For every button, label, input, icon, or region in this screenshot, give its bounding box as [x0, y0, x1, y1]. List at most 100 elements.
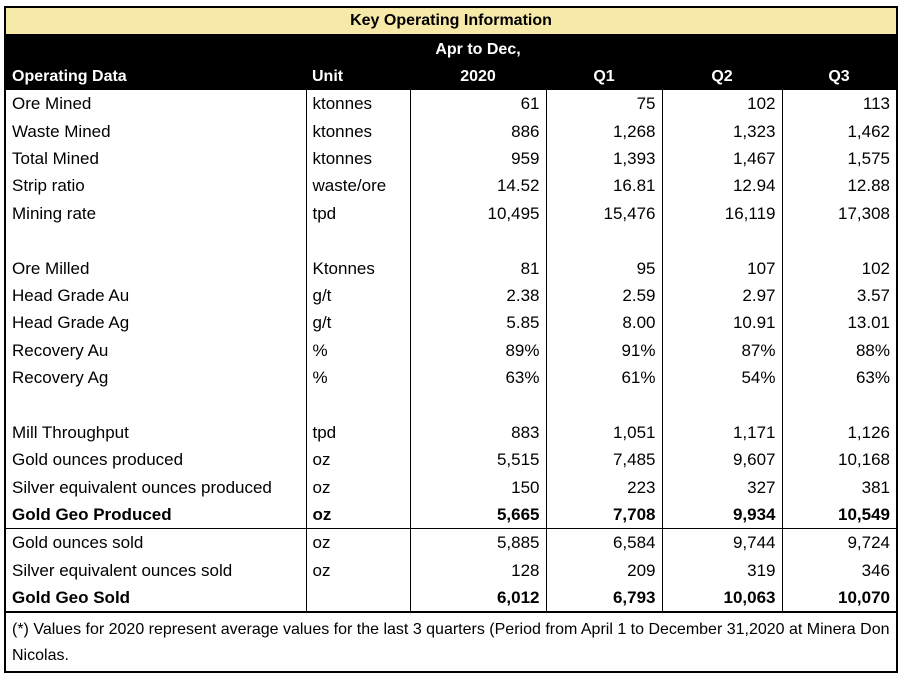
- row-label: [6, 227, 306, 254]
- row-unit: tpd: [305, 418, 410, 447]
- value-cell: [409, 226, 546, 255]
- value-cell: 1,171: [661, 418, 782, 447]
- table-row: Waste Mined ktonnes 886 1,268 1,323 1,462: [6, 117, 896, 145]
- table-row: Ore Mined ktonnes 61 75 102 113: [6, 90, 896, 118]
- row-unit: oz: [305, 446, 410, 474]
- value-cell: 381: [781, 473, 896, 501]
- value-cell: 1,126: [781, 418, 896, 447]
- table-header: Apr to Dec, Operating Data Unit 2020 Q1 …: [6, 36, 896, 90]
- table-row: [6, 226, 896, 255]
- value-cell: 2.59: [545, 281, 662, 310]
- value-cell: 1,467: [661, 144, 782, 173]
- row-unit: %: [305, 363, 410, 392]
- operating-table-panel: Key Operating Information Apr to Dec, Op…: [4, 6, 898, 673]
- value-cell: 886: [409, 117, 546, 145]
- header-operating-data: Operating Data: [6, 63, 306, 90]
- value-cell: 1,268: [545, 117, 662, 145]
- value-cell: 10.91: [661, 309, 782, 337]
- operating-data-table: Apr to Dec, Operating Data Unit 2020 Q1 …: [6, 36, 896, 614]
- header-cell: [546, 36, 662, 63]
- value-cell: 61%: [545, 363, 662, 392]
- value-cell: 150: [409, 473, 546, 501]
- row-label: Ore Milled: [12, 258, 90, 278]
- row-label: Mining rate: [12, 203, 97, 223]
- value-cell: 95: [545, 254, 662, 282]
- value-cell: 15,476: [545, 199, 662, 227]
- table-row: Head Grade Au g/t 2.38 2.59 2.97 3.57: [6, 281, 896, 310]
- row-unit: g/t: [305, 309, 410, 337]
- row-label: [6, 391, 306, 418]
- value-cell: 8.00: [545, 309, 662, 337]
- row-unit: oz: [305, 473, 410, 501]
- table-row: Ore Milled Ktonnes 81 95 107 102: [6, 254, 896, 282]
- value-cell: 91%: [545, 336, 662, 364]
- row-label: Recovery Au: [12, 340, 109, 360]
- value-cell: 9,724: [781, 528, 896, 557]
- table-row: Total Mined ktonnes 959 1,393 1,467 1,575: [6, 144, 896, 173]
- row-unit: g/t: [305, 281, 410, 310]
- value-cell: 63%: [409, 363, 546, 392]
- table-row: Gold ounces produced oz 5,515 7,485 9,607 10,…: [6, 446, 896, 474]
- table-title: Key Operating Information: [6, 8, 896, 36]
- value-cell: [545, 226, 662, 255]
- value-cell: 102: [781, 254, 896, 282]
- value-cell: 10,063: [661, 584, 782, 614]
- header-unit: Unit: [306, 63, 410, 90]
- value-cell: 9,607: [661, 446, 782, 474]
- header-2020: 2020: [410, 63, 546, 90]
- header-q2: Q2: [662, 63, 782, 90]
- value-cell: 1,323: [661, 117, 782, 145]
- value-cell: 10,549: [781, 500, 896, 530]
- row-label: Gold ounces sold: [12, 533, 144, 553]
- value-cell: 87%: [661, 336, 782, 364]
- table-row: Mining rate tpd 10,495 15,476 16,119 17,308: [6, 199, 896, 227]
- row-unit: [305, 391, 410, 419]
- value-cell: 107: [661, 254, 782, 282]
- header-cell: [782, 36, 896, 63]
- row-unit: [305, 584, 410, 614]
- row-label: Recovery Ag: [12, 368, 109, 388]
- table-row: Head Grade Ag g/t 5.85 8.00 10.91 13.01: [6, 309, 896, 337]
- value-cell: 63%: [781, 363, 896, 392]
- value-cell: 6,584: [545, 528, 662, 557]
- row-unit: oz: [305, 528, 410, 557]
- table-row: [6, 391, 896, 419]
- value-cell: [545, 391, 662, 419]
- row-unit: Ktonnes: [305, 254, 410, 282]
- value-cell: 16.81: [545, 172, 662, 200]
- header-cell: [306, 36, 410, 63]
- value-cell: [661, 391, 782, 419]
- table-row: Gold Geo Sold 6,012 6,793 10,063 10,070: [6, 584, 896, 614]
- table-row: Recovery Ag% 63% 61% 54% 63%: [6, 363, 896, 392]
- value-cell: 2.38: [409, 281, 546, 310]
- value-cell: 88%: [781, 336, 896, 364]
- value-cell: 5,885: [409, 528, 546, 557]
- row-unit: oz: [305, 556, 410, 585]
- value-cell: 75: [545, 90, 662, 118]
- row-unit: ktonnes: [305, 117, 410, 145]
- value-cell: 10,070: [781, 584, 896, 614]
- row-unit: ktonnes: [305, 90, 410, 118]
- table-row: Silver equivalent ounces sold oz 128 209 319…: [6, 556, 896, 585]
- table-row: Strip ratio waste/ore 14.52 16.81 12.94 12.88: [6, 172, 896, 200]
- value-cell: [781, 391, 896, 419]
- table-row: Recovery Au% 89% 91% 87% 88%: [6, 336, 896, 364]
- value-cell: 10,168: [781, 446, 896, 474]
- value-cell: 1,393: [545, 144, 662, 173]
- value-cell: 113: [781, 90, 896, 118]
- value-cell: 6,012: [409, 584, 546, 614]
- header-q1: Q1: [546, 63, 662, 90]
- value-cell: 16,119: [661, 199, 782, 227]
- value-cell: [409, 391, 546, 419]
- value-cell: 1,051: [545, 418, 662, 447]
- row-unit: waste/ore: [305, 172, 410, 200]
- value-cell: 61: [409, 90, 546, 118]
- value-cell: 346: [781, 556, 896, 585]
- row-label: Strip ratio: [12, 176, 85, 196]
- value-cell: 13.01: [781, 309, 896, 337]
- row-label: Waste Mined: [12, 121, 111, 141]
- row-label: Gold ounces produced: [12, 450, 184, 470]
- table-row: Silver equivalent ounces produced oz 150 22…: [6, 473, 896, 501]
- row-label: Mill Throughput: [12, 422, 129, 442]
- value-cell: 17,308: [781, 199, 896, 227]
